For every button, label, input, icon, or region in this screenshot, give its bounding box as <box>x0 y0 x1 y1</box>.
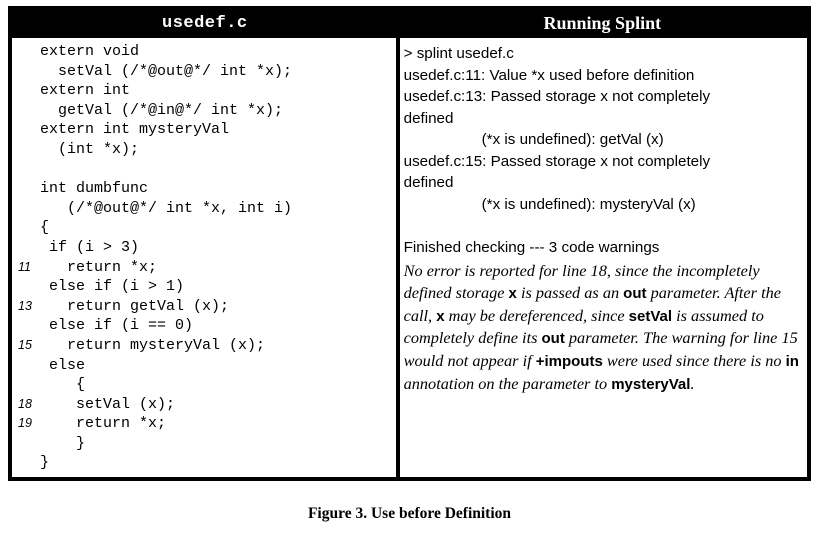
commentary-text: is assumed to completely define its <box>403 305 764 348</box>
output-line: (*x is undefined): getVal (x) <box>481 131 664 148</box>
code-line-text: { <box>40 219 50 237</box>
output-line: usedef.c:11: Value *x used before defini… <box>403 66 695 84</box>
table-body-row: extern void setVal (/*@out@*/ int *x); ex… <box>10 38 809 480</box>
code-line: } <box>12 434 396 454</box>
code-line: } <box>12 453 396 473</box>
code-line: int dumbfunc <box>12 179 396 199</box>
code-line-text: setVal (/*@out@*/ int *x); <box>40 62 293 80</box>
output-line: defined <box>403 109 454 127</box>
code-line <box>12 160 396 180</box>
commentary-text: No error is reported for line 18, since … <box>403 261 760 302</box>
code-line-text: extern void <box>40 43 140 60</box>
inline-code-term: +impouts <box>535 353 603 371</box>
table-header-row: usedef.c Running Splint <box>10 8 809 38</box>
source-code-cell: extern void setVal (/*@out@*/ int *x); ex… <box>10 38 400 480</box>
code-line: extern int <box>12 81 396 101</box>
code-line: (int *x); <box>12 140 396 160</box>
commentary-text: may be dereferenced, since <box>444 305 629 325</box>
code-line-text: return mysteryVal (x); <box>40 336 266 354</box>
code-line-text: else if (i == 0) <box>40 317 194 335</box>
inline-code-term: x <box>508 284 517 302</box>
output-line: (*x is undefined): mysteryVal (x) <box>481 195 696 213</box>
code-line-number: 13 <box>18 298 32 313</box>
commentary-text: parameter. The warning for line 15 would… <box>403 328 798 371</box>
code-line-text: (/*@out@*/ int *x, int i) <box>40 199 293 217</box>
output-line: Finished checking --- 3 code warnings <box>403 238 660 256</box>
inline-code-term: mysteryVal <box>611 375 691 393</box>
code-line-text: if (i > 3) <box>40 238 140 256</box>
code-line-text: (int *x); <box>40 140 140 158</box>
commentary-paragraph: No error is reported for line 18, since … <box>404 258 801 396</box>
right-panel-title: Running Splint <box>397 8 809 38</box>
code-line-text: return *x; <box>40 415 167 433</box>
inline-code-term: out <box>623 284 647 302</box>
commentary-text: annotation on the parameter to <box>403 373 612 393</box>
output-line: > splint usedef.c <box>403 45 514 62</box>
left-panel-title: usedef.c <box>10 8 398 38</box>
code-line: else <box>12 356 396 376</box>
output-line-blank <box>404 215 801 237</box>
inline-code-term: out <box>541 330 565 348</box>
inline-code-term: in <box>785 353 799 371</box>
commentary-text: were used since there is no <box>602 351 786 371</box>
figure-container: usedef.c Running Splint extern void setV… <box>8 6 811 482</box>
code-line-text: } <box>40 434 86 452</box>
code-line: 13 return getVal (x); <box>12 297 396 317</box>
figure-table: usedef.c Running Splint extern void setV… <box>8 6 811 482</box>
code-line: else if (i > 1) <box>12 277 396 297</box>
code-line: 11 return *x; <box>12 258 396 278</box>
output-line: usedef.c:13: Passed storage x not comple… <box>403 88 711 105</box>
code-line-text: int dumbfunc <box>40 180 149 198</box>
commentary-text: parameter. After the call, <box>403 282 781 325</box>
splint-output-cell: > splint usedef.c usedef.c:11: Value *x u… <box>397 38 809 480</box>
code-line: (/*@out@*/ int *x, int i) <box>12 199 396 219</box>
code-line-number: 15 <box>18 337 32 352</box>
code-line-text: { <box>40 376 86 394</box>
code-line-number: 19 <box>18 416 32 431</box>
inline-code-term: x <box>436 307 445 325</box>
source-code-listing: extern void setVal (/*@out@*/ int *x); ex… <box>12 42 396 473</box>
code-line-number: 11 <box>18 259 31 274</box>
code-line-text: return getVal (x); <box>40 297 230 315</box>
code-line-text: else if (i > 1) <box>40 278 185 296</box>
code-line: 19 return *x; <box>12 414 396 434</box>
code-line: { <box>12 218 396 238</box>
commentary-text: is passed as an <box>516 282 624 302</box>
code-line: if (i > 3) <box>12 238 396 258</box>
code-line: extern int mysteryVal <box>12 120 396 140</box>
code-line-text: } <box>40 454 50 472</box>
code-line-number: 18 <box>18 396 32 411</box>
inline-code-term: setVal <box>628 307 673 325</box>
commentary-text: . <box>690 373 695 393</box>
code-line: setVal (/*@out@*/ int *x); <box>12 62 396 82</box>
code-line-text: extern int <box>40 82 131 100</box>
code-line-text: return *x; <box>40 258 158 276</box>
figure-caption: Figure 3. Use before Definition <box>307 505 512 522</box>
code-line-text: extern int mysteryVal <box>40 121 230 139</box>
code-line: else if (i == 0) <box>12 316 396 336</box>
code-line: extern void <box>12 42 396 62</box>
code-line: 15 return mysteryVal (x); <box>12 336 396 356</box>
code-line: 18 setVal (x); <box>12 395 396 415</box>
code-line-text: setVal (x); <box>40 395 176 413</box>
output-line: usedef.c:15: Passed storage x not comple… <box>403 152 711 170</box>
code-line-text: getVal (/*@in@*/ int *x); <box>40 101 284 119</box>
code-line: getVal (/*@in@*/ int *x); <box>12 101 396 121</box>
code-line: { <box>12 375 396 395</box>
splint-output-text: > splint usedef.c usedef.c:11: Value *x u… <box>404 43 801 258</box>
code-line-text: else <box>40 356 86 374</box>
output-line: defined <box>403 174 454 191</box>
